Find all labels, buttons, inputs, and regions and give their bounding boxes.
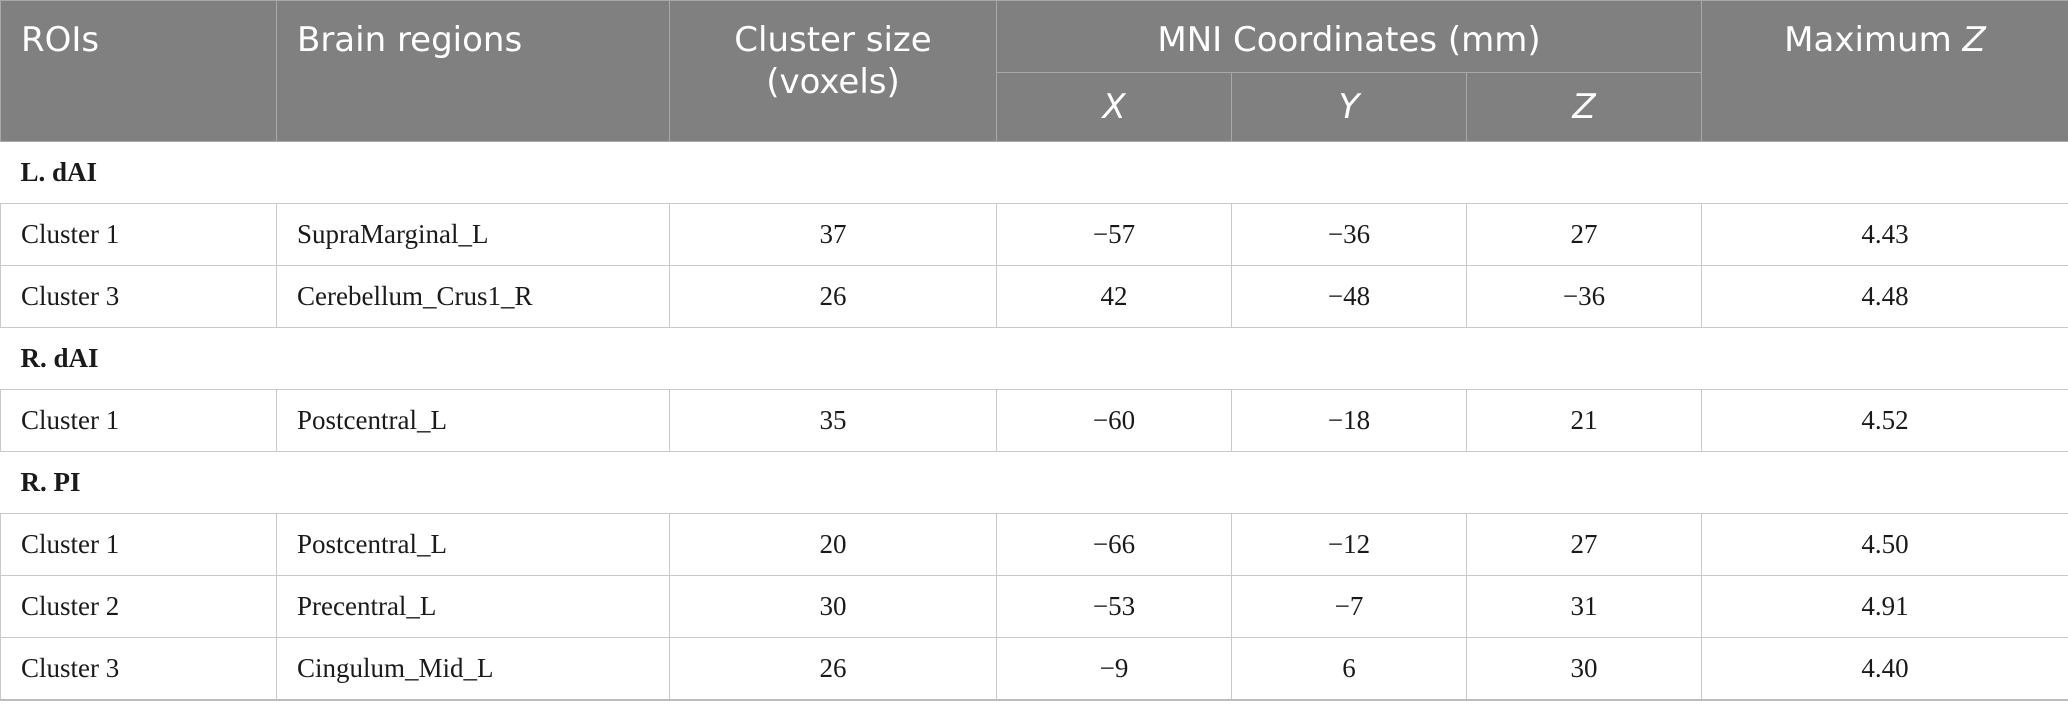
cell-size: 26 xyxy=(669,637,997,701)
header-cluster-size-line1: Cluster size xyxy=(734,20,932,60)
cell-y: 6 xyxy=(1231,637,1467,701)
group-label: R. PI xyxy=(0,451,2068,514)
cell-x: 42 xyxy=(996,265,1232,328)
header-mni-coordinates: MNI Coordinates (mm) xyxy=(996,0,1702,73)
cell-size: 30 xyxy=(669,575,997,638)
table-header: ROIs Brain regions Cluster size (voxels)… xyxy=(0,0,2068,142)
cell-y: −7 xyxy=(1231,575,1467,638)
cell-z: 31 xyxy=(1466,575,1702,638)
cell-size: 35 xyxy=(669,389,997,452)
cell-max-z: 4.52 xyxy=(1701,389,2068,452)
table-row: Cluster 3 Cerebellum_Crus1_R 26 42 −48 −… xyxy=(0,265,2068,328)
results-table: ROIs Brain regions Cluster size (voxels)… xyxy=(0,0,2068,701)
header-x: X xyxy=(996,72,1232,142)
header-row-2: X Y Z xyxy=(1,72,2068,142)
cell-z: 30 xyxy=(1466,637,1702,701)
header-row-1: ROIs Brain regions Cluster size (voxels)… xyxy=(0,0,2068,142)
cell-z: 27 xyxy=(1466,203,1702,266)
table-row: Cluster 3 Cingulum_Mid_L 26 −9 6 30 4.40 xyxy=(0,637,2068,701)
group-label: L. dAI xyxy=(0,141,2068,204)
cell-size: 20 xyxy=(669,513,997,576)
cell-z: 21 xyxy=(1466,389,1702,452)
header-brain-regions: Brain regions xyxy=(276,0,670,142)
cell-x: −60 xyxy=(996,389,1232,452)
cell-z: 27 xyxy=(1466,513,1702,576)
cell-y: −36 xyxy=(1231,203,1467,266)
cell-max-z: 4.40 xyxy=(1701,637,2068,701)
cell-region: Cingulum_Mid_L xyxy=(276,637,670,701)
cell-cluster: Cluster 1 xyxy=(0,389,277,452)
table-row: Cluster 1 SupraMarginal_L 37 −57 −36 27 … xyxy=(0,203,2068,266)
group-label: R. dAI xyxy=(0,327,2068,390)
table-row: Cluster 1 Postcentral_L 35 −60 −18 21 4.… xyxy=(0,389,2068,452)
cell-max-z: 4.50 xyxy=(1701,513,2068,576)
header-z: Z xyxy=(1466,72,1702,142)
header-maximum-z-symbol: Z xyxy=(1962,20,1986,60)
cell-cluster: Cluster 3 xyxy=(0,265,277,328)
header-rois: ROIs xyxy=(0,0,277,142)
cell-max-z: 4.43 xyxy=(1701,203,2068,266)
cell-size: 37 xyxy=(669,203,997,266)
cell-cluster: Cluster 2 xyxy=(0,575,277,638)
cell-cluster: Cluster 1 xyxy=(0,203,277,266)
header-cluster-size-line2: (voxels) xyxy=(766,62,900,102)
cell-y: −48 xyxy=(1231,265,1467,328)
group-row: L. dAI xyxy=(0,141,2068,204)
cell-y: −12 xyxy=(1231,513,1467,576)
cell-x: −53 xyxy=(996,575,1232,638)
cell-region: Postcentral_L xyxy=(276,389,670,452)
cell-y: −18 xyxy=(1231,389,1467,452)
cell-region: SupraMarginal_L xyxy=(276,203,670,266)
header-maximum-z: Maximum Z xyxy=(1701,0,2068,142)
cell-cluster: Cluster 1 xyxy=(0,513,277,576)
table-row: Cluster 1 Postcentral_L 20 −66 −12 27 4.… xyxy=(0,513,2068,576)
cell-region: Precentral_L xyxy=(276,575,670,638)
cell-x: −57 xyxy=(996,203,1232,266)
header-y: Y xyxy=(1231,72,1467,142)
header-maximum-z-prefix: Maximum xyxy=(1784,20,1952,60)
cell-max-z: 4.48 xyxy=(1701,265,2068,328)
cell-size: 26 xyxy=(669,265,997,328)
cell-region: Postcentral_L xyxy=(276,513,670,576)
header-cluster-size: Cluster size (voxels) xyxy=(669,0,997,142)
cell-z: −36 xyxy=(1466,265,1702,328)
cell-x: −9 xyxy=(996,637,1232,701)
cell-x: −66 xyxy=(996,513,1232,576)
group-row: R. dAI xyxy=(0,327,2068,390)
table-row: Cluster 2 Precentral_L 30 −53 −7 31 4.91 xyxy=(0,575,2068,638)
group-row: R. PI xyxy=(0,451,2068,514)
cell-max-z: 4.91 xyxy=(1701,575,2068,638)
cell-region: Cerebellum_Crus1_R xyxy=(276,265,670,328)
table-body: L. dAI Cluster 1 SupraMarginal_L 37 −57 … xyxy=(0,141,2068,701)
cell-cluster: Cluster 3 xyxy=(0,637,277,701)
